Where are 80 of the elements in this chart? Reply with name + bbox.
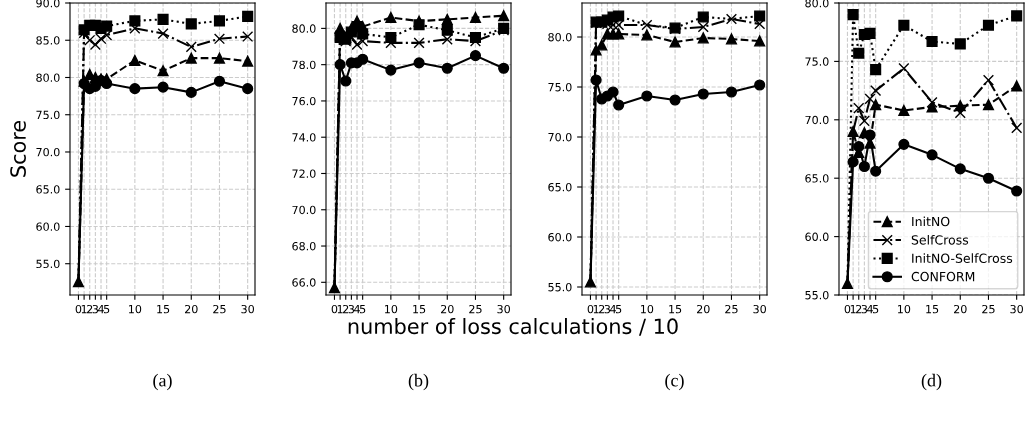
x-tick-label: 0 <box>75 304 82 314</box>
text: (a) <box>153 373 172 391</box>
x-tick-label: 10 <box>385 304 398 314</box>
y-tick-label: 74.0 <box>292 133 316 142</box>
x-tick-label: 20 <box>954 304 967 314</box>
x-tick-label: 2 <box>343 304 349 314</box>
x-tick-label: 4 <box>98 305 104 314</box>
x-tick-label: 2 <box>87 304 93 314</box>
x-tick-label: 5 <box>359 305 366 314</box>
y-tick-label: 60.0 <box>548 232 572 242</box>
x-tick-label: 4 <box>867 305 873 314</box>
x-tick-label: 4 <box>354 305 360 314</box>
x-axis-title: number of loss calculations / 10 <box>348 318 678 336</box>
y-tick-label: 80.0 <box>292 24 316 33</box>
y-tick-label: 60.0 <box>805 232 829 241</box>
x-tick-label: 20 <box>441 304 454 314</box>
y-tick-label: 76.0 <box>292 96 316 106</box>
x-tick-label: 2 <box>599 304 605 314</box>
x-tick-label: 15 <box>413 305 426 314</box>
x-tick-label: 30 <box>753 304 766 314</box>
y-tick-label: 65.0 <box>548 182 572 192</box>
x-tick-label: 15 <box>157 305 170 314</box>
x-tick-label: 1 <box>593 305 599 314</box>
x-tick-label: 30 <box>241 304 254 314</box>
y-tick-label: 55.0 <box>548 282 572 292</box>
y-tick-label: 75.0 <box>548 82 572 92</box>
x-tick-label: 15 <box>669 305 682 314</box>
x-tick-label: 4 <box>610 305 616 314</box>
x-tick-label: 20 <box>185 304 198 314</box>
x-tick-label: 25 <box>982 304 995 314</box>
x-tick-label: 1 <box>81 305 87 314</box>
x-tick-label: 10 <box>129 304 142 314</box>
x-tick-label: 2 <box>856 304 862 314</box>
x-tick-label: 10 <box>641 304 654 314</box>
y-tick-label: 70.0 <box>805 115 829 125</box>
text: (b) <box>408 373 429 391</box>
x-tick-label: 3 <box>861 304 868 314</box>
y-tick-label: 60.0 <box>36 222 60 231</box>
legend-label: InitNO-SelfCross <box>912 253 1013 263</box>
x-tick-label: 20 <box>697 304 710 314</box>
x-tick-label: 5 <box>615 305 622 314</box>
y-tick-label: 80.0 <box>36 73 60 82</box>
y-tick-label: 66.0 <box>292 278 316 287</box>
y-tick-label: 65.0 <box>805 174 829 183</box>
y-tick-label: 65.0 <box>36 185 60 194</box>
x-tick-label: 3 <box>604 304 611 314</box>
x-tick-label: 25 <box>725 304 738 314</box>
legend-label: CONFORM <box>911 271 975 282</box>
y-tick-label: 75.0 <box>805 57 829 66</box>
y-axis-title: Score <box>10 120 26 177</box>
y-tick-label: 72.0 <box>292 169 316 178</box>
x-tick-label: 10 <box>898 304 911 314</box>
y-tick-label: 70.0 <box>292 205 316 215</box>
x-tick-label: 25 <box>469 304 482 314</box>
text: (d) <box>921 373 942 391</box>
x-tick-label: 30 <box>1010 304 1023 314</box>
y-tick-label: 55.0 <box>805 290 829 300</box>
y-tick-label: 78.0 <box>292 60 316 70</box>
x-tick-label: 5 <box>872 305 879 314</box>
legend-label: InitNO <box>912 216 950 227</box>
x-tick-label: 0 <box>587 304 594 314</box>
text: (c) <box>665 373 684 391</box>
x-tick-label: 3 <box>92 304 99 314</box>
y-tick-label: 80.0 <box>548 32 572 42</box>
x-tick-label: 0 <box>844 304 851 314</box>
y-tick-label: 70.0 <box>36 147 60 157</box>
y-tick-label: 70.0 <box>548 132 572 142</box>
x-tick-label: 15 <box>926 305 939 314</box>
y-tick-label: 85.0 <box>36 36 60 45</box>
x-tick-label: 25 <box>213 304 226 314</box>
x-tick-label: 30 <box>497 304 510 314</box>
x-tick-label: 1 <box>337 305 343 314</box>
legend-label: SelfCross <box>911 234 969 245</box>
y-tick-label: 75.0 <box>36 110 60 120</box>
x-tick-label: 5 <box>103 305 110 314</box>
x-tick-label: 1 <box>850 305 856 314</box>
x-tick-label: 0 <box>331 304 338 314</box>
y-tick-label: 68.0 <box>292 242 316 251</box>
x-tick-label: 3 <box>348 304 355 314</box>
y-tick-label: 55.0 <box>36 259 60 269</box>
